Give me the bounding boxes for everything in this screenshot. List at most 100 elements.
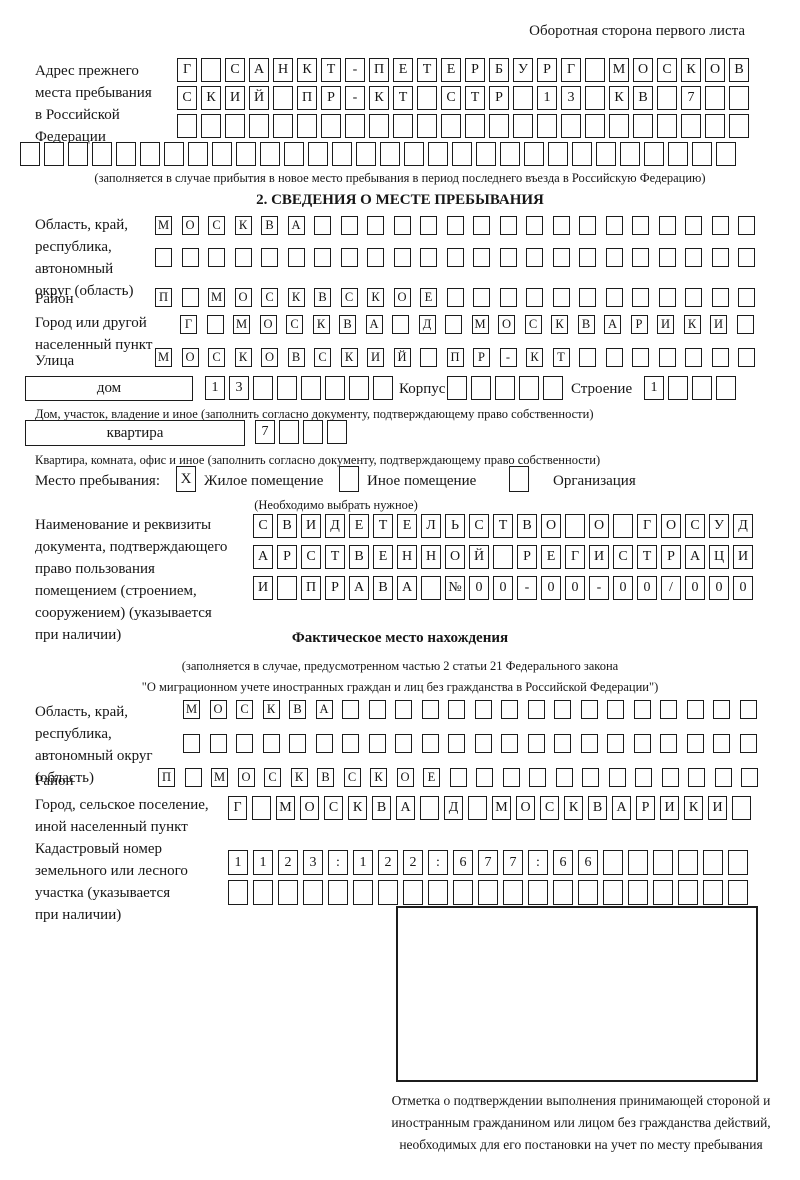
char-cell[interactable]: 6 (553, 850, 573, 875)
char-cell[interactable] (201, 114, 221, 138)
char-cell[interactable] (328, 880, 348, 905)
char-cell[interactable] (478, 880, 498, 905)
char-cell[interactable]: М (471, 315, 489, 334)
char-cell[interactable] (596, 142, 616, 166)
char-cell[interactable] (278, 880, 298, 905)
char-cell[interactable] (553, 880, 573, 905)
char-cell[interactable] (572, 142, 592, 166)
char-cell[interactable]: К (234, 348, 252, 367)
char-cell[interactable] (705, 86, 725, 110)
char-cell[interactable]: Л (421, 514, 441, 538)
char-cell[interactable] (378, 880, 398, 905)
char-cell[interactable] (681, 114, 701, 138)
char-cell[interactable]: : (428, 850, 448, 875)
char-cell[interactable] (44, 142, 64, 166)
char-cell[interactable]: О (498, 315, 515, 334)
char-cell[interactable] (420, 216, 437, 235)
char-cell[interactable] (632, 248, 649, 267)
stay-option-other-checkbox[interactable] (339, 466, 359, 492)
char-cell[interactable]: П (155, 288, 172, 307)
char-cell[interactable] (373, 376, 393, 400)
char-cell[interactable] (356, 142, 376, 166)
char-cell[interactable] (728, 880, 748, 905)
char-cell[interactable]: 0 (469, 576, 489, 600)
char-cell[interactable] (474, 700, 492, 719)
char-cell[interactable]: С (469, 514, 489, 538)
char-cell[interactable] (678, 880, 698, 905)
char-cell[interactable] (501, 734, 518, 753)
char-cell[interactable] (201, 58, 221, 82)
char-cell[interactable] (613, 514, 633, 538)
char-cell[interactable] (552, 216, 570, 235)
char-cell[interactable]: С (253, 514, 273, 538)
char-cell[interactable]: Н (397, 545, 417, 569)
char-cell[interactable]: И (660, 796, 679, 820)
char-cell[interactable] (20, 142, 40, 166)
char-cell[interactable]: С (261, 288, 278, 307)
char-cell[interactable] (628, 850, 648, 875)
char-cell[interactable] (543, 376, 563, 400)
char-cell[interactable] (446, 216, 464, 235)
char-cell[interactable] (297, 114, 317, 138)
char-cell[interactable] (554, 734, 571, 753)
char-cell[interactable]: П (446, 348, 464, 367)
char-cell[interactable] (738, 216, 755, 235)
char-cell[interactable] (502, 768, 520, 787)
char-cell[interactable]: Т (325, 545, 345, 569)
char-cell[interactable]: О (300, 796, 319, 820)
char-cell[interactable] (417, 86, 437, 110)
char-cell[interactable] (181, 248, 199, 267)
char-cell[interactable]: В (577, 315, 595, 334)
char-cell[interactable]: В (517, 514, 537, 538)
char-cell[interactable]: С (225, 58, 245, 82)
char-cell[interactable] (260, 142, 280, 166)
char-cell[interactable] (528, 880, 548, 905)
char-cell[interactable]: К (297, 58, 317, 82)
char-cell[interactable] (474, 734, 492, 753)
char-cell[interactable] (529, 768, 546, 787)
char-cell[interactable] (513, 114, 533, 138)
char-cell[interactable]: 0 (565, 576, 585, 600)
char-cell[interactable] (393, 248, 411, 267)
char-cell[interactable] (552, 248, 570, 267)
char-cell[interactable]: О (237, 768, 255, 787)
char-cell[interactable] (716, 142, 736, 166)
char-cell[interactable] (738, 348, 755, 367)
char-cell[interactable] (579, 248, 596, 267)
char-cell[interactable]: А (287, 216, 305, 235)
char-cell[interactable]: Й (393, 348, 411, 367)
char-cell[interactable]: Р (630, 315, 648, 334)
char-cell[interactable] (279, 420, 299, 444)
char-cell[interactable]: М (492, 796, 511, 820)
char-cell[interactable]: И (733, 545, 753, 569)
char-cell[interactable] (685, 216, 702, 235)
char-cell[interactable] (585, 58, 605, 82)
char-cell[interactable]: И (367, 348, 384, 367)
char-cell[interactable]: 0 (541, 576, 561, 600)
char-cell[interactable]: 6 (578, 850, 598, 875)
char-cell[interactable] (738, 288, 755, 307)
char-cell[interactable]: Ц (709, 545, 729, 569)
char-cell[interactable] (526, 288, 543, 307)
char-cell[interactable]: Т (321, 58, 341, 82)
char-cell[interactable] (420, 248, 437, 267)
char-cell[interactable]: 1 (228, 850, 248, 875)
char-cell[interactable]: Р (489, 86, 509, 110)
char-cell[interactable]: С (340, 288, 358, 307)
char-cell[interactable] (741, 768, 758, 787)
char-cell[interactable]: С (524, 315, 542, 334)
char-cell[interactable] (340, 248, 358, 267)
char-cell[interactable] (644, 142, 664, 166)
char-cell[interactable]: Е (397, 514, 417, 538)
char-cell[interactable]: В (729, 58, 749, 82)
char-cell[interactable] (92, 142, 112, 166)
char-cell[interactable] (441, 114, 461, 138)
char-cell[interactable] (527, 700, 545, 719)
char-cell[interactable]: Г (180, 315, 197, 334)
char-cell[interactable]: 1 (537, 86, 557, 110)
char-cell[interactable]: К (683, 315, 701, 334)
char-cell[interactable]: О (259, 315, 277, 334)
char-cell[interactable]: У (513, 58, 533, 82)
char-cell[interactable]: Р (325, 576, 345, 600)
char-cell[interactable] (277, 576, 297, 600)
